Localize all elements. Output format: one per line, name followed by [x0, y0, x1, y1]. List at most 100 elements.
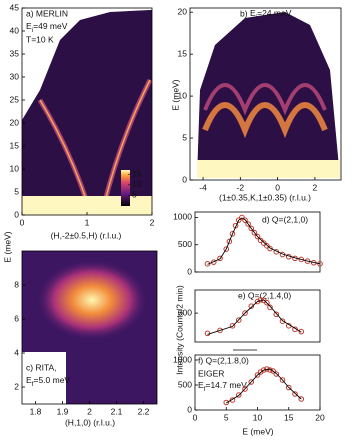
x-axis-label: (H,-2±0.5,H) (r.l.u.): [51, 230, 122, 240]
sub-script: f: [204, 386, 206, 393]
y-tick-label: 10: [10, 163, 20, 173]
x-tick-label: -2: [237, 182, 245, 192]
x-tick-label: 2.1: [111, 406, 123, 416]
data-point: [204, 330, 211, 337]
y-tick-label: 25: [10, 94, 20, 104]
sub-script: f: [32, 381, 34, 388]
colorbar-tick-label: 5: [132, 190, 137, 200]
x-tick-label: 10: [253, 412, 263, 422]
data-point: [260, 240, 267, 246]
y-tick-label: 45: [10, 2, 20, 12]
data-point: [298, 328, 305, 335]
data-point: [298, 396, 305, 402]
data-point: [217, 327, 223, 334]
data-point: [242, 217, 248, 223]
y-tick-label: 0: [14, 209, 19, 219]
data-point: [285, 384, 292, 391]
fit-line: [226, 368, 302, 404]
panel-label: f) Q=(2,1.8,0): [198, 355, 249, 365]
data-point: [304, 258, 311, 264]
x-tick-label: 1: [85, 217, 90, 227]
data-point: [229, 323, 236, 329]
y-tick-label: 2: [14, 381, 19, 391]
y-tick-label: 0: [182, 174, 187, 184]
data-point: [248, 225, 255, 232]
y-tick-label: 1000: [173, 212, 192, 222]
panel-label: b): [240, 8, 248, 18]
data-point: [235, 392, 242, 398]
data-point: [245, 221, 251, 227]
panel-note: EIGER: [198, 368, 224, 378]
data-point: [235, 317, 242, 323]
y-tick-label: 0: [187, 404, 192, 414]
data-point: [257, 237, 264, 244]
data-point: [248, 303, 255, 309]
data-point: [270, 368, 276, 374]
y-tick-label: 35: [10, 48, 20, 58]
heatmap-b: [197, 12, 340, 178]
colorbar-tick-label: 10: [132, 179, 142, 189]
panel-subtitle: Ei=49 meV: [26, 21, 68, 34]
panel-subtitle: Ef=14.7 meV: [198, 380, 247, 393]
y-tick-label: 0: [187, 266, 192, 276]
data-point: [254, 372, 261, 378]
y-axis-label: E (meV): [170, 79, 180, 110]
plot-frame: [194, 289, 321, 343]
x-tick-label: 20: [315, 412, 325, 422]
data-point: [267, 245, 273, 252]
data-point: [254, 233, 261, 240]
data-point: [242, 310, 248, 316]
x-axis-label: E (meV): [242, 426, 273, 436]
y-tick-label: 500: [178, 307, 192, 317]
data-point: [317, 261, 323, 267]
panel-label: c) RITA,: [26, 362, 57, 372]
data-point: [229, 231, 236, 237]
y-tick-label: 8: [14, 279, 19, 289]
data-point: [279, 318, 286, 325]
y-axis-label: Intensity (Counts/2 min): [174, 285, 184, 375]
data-point: [273, 311, 280, 318]
y-tick-label: 30: [10, 71, 20, 81]
data-point: [267, 367, 273, 373]
colorbar-tick-label: 15: [132, 168, 142, 178]
sub-script: i: [256, 14, 257, 21]
panel-subtitle: Ei=24 meV: [250, 8, 292, 21]
y-tick-label: 1000: [173, 354, 192, 364]
sub-main: E: [26, 21, 32, 31]
x-tick-label: 0: [193, 412, 198, 422]
fit-line: [207, 217, 321, 265]
data-point: [298, 256, 305, 263]
data-point: [223, 246, 230, 252]
data-point: [267, 304, 273, 311]
x-tick-label: 2: [313, 182, 318, 192]
panel-label: a) MERLIN: [26, 8, 68, 18]
x-tick-label: 2: [87, 406, 92, 416]
panel-subtitle: Ef=5.0 meV: [26, 375, 70, 388]
data-point: [273, 371, 280, 377]
sub-script: i: [32, 27, 33, 34]
data-point: [248, 379, 255, 385]
x-axis-label: (1±0.35,K,1±0.35) (r.l.u.): [219, 192, 311, 202]
y-tick-label: 5: [182, 132, 187, 142]
y-tick-label: 5: [14, 186, 19, 196]
y-tick-label: 20: [10, 117, 20, 127]
sub-rest: =24 meV: [257, 8, 292, 18]
x-tick-label: 0: [275, 182, 280, 192]
data-point: [264, 299, 270, 306]
data-point: [264, 243, 270, 249]
y-tick-label: 6: [14, 313, 19, 323]
y-tick-label: 15: [10, 140, 20, 150]
panel-note: T=10 K: [26, 34, 54, 44]
y-tick-label: 10: [178, 90, 188, 100]
x-tick-label: 1.9: [57, 406, 69, 416]
data-point: [223, 399, 230, 406]
panel-label: d) Q=(2,1,0): [262, 214, 308, 224]
sub-main: E: [250, 8, 256, 18]
plot-frame: [194, 211, 321, 273]
x-tick-label: 5: [224, 412, 229, 422]
data-point: [239, 214, 245, 221]
y-tick-label: 15: [178, 48, 188, 58]
sub-main: E: [26, 375, 32, 385]
data-point: [242, 386, 248, 392]
